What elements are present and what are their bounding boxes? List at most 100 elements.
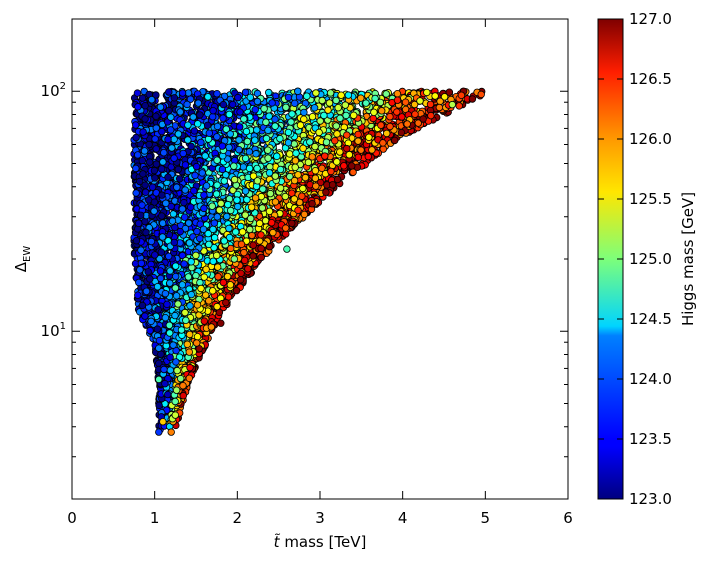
scatter-point xyxy=(265,112,273,120)
scatter-point xyxy=(336,114,344,122)
scatter-point xyxy=(327,167,335,176)
scatter-point xyxy=(333,158,341,166)
scatter-point xyxy=(241,88,250,96)
scatter-point xyxy=(271,115,279,123)
scatter-point xyxy=(340,162,348,170)
scatter-point xyxy=(382,90,390,98)
scatter-point xyxy=(150,198,159,206)
scatter-point xyxy=(393,89,402,98)
scatter-point xyxy=(264,126,272,134)
scatter-point xyxy=(179,392,187,400)
scatter-point xyxy=(213,122,222,131)
scatter-point xyxy=(252,150,260,158)
scatter-point xyxy=(357,146,365,154)
scatter-point xyxy=(300,210,309,219)
scatter-point xyxy=(377,121,385,129)
scatter-point xyxy=(304,158,313,167)
scatter-point xyxy=(141,188,150,196)
scatter-point xyxy=(288,110,296,118)
scatter-point xyxy=(232,286,241,295)
scatter-point xyxy=(261,216,270,225)
scatter-point xyxy=(225,233,234,242)
scatter-point xyxy=(256,237,264,245)
scatter-point xyxy=(215,206,224,214)
scatter-point xyxy=(165,106,173,115)
scatter-point xyxy=(334,103,342,112)
scatter-point xyxy=(217,199,225,208)
scatter-point xyxy=(369,114,377,123)
scatter-point xyxy=(251,136,259,144)
scatter-point xyxy=(133,89,142,97)
scatter-point xyxy=(141,217,149,226)
scatter-point xyxy=(141,101,149,110)
scatter-point xyxy=(200,191,208,199)
scatter-point xyxy=(137,246,145,254)
scatter-point xyxy=(393,108,401,116)
scatter-point xyxy=(308,112,317,121)
scatter-point xyxy=(190,187,198,195)
scatter-point xyxy=(171,223,179,232)
scatter-point xyxy=(135,278,143,287)
scatter-point xyxy=(197,138,205,147)
scatter-point xyxy=(222,125,230,133)
scatter-point xyxy=(354,137,362,145)
scatter-point xyxy=(376,98,385,107)
scatter-point xyxy=(336,148,344,156)
scatter-point xyxy=(137,259,146,267)
scatter-point xyxy=(273,152,281,160)
scatter-point xyxy=(455,102,463,110)
scatter-point xyxy=(241,211,249,219)
scatter-point xyxy=(193,120,202,128)
scatter-point xyxy=(230,175,239,184)
scatter-point xyxy=(210,243,218,252)
scatter-point xyxy=(185,219,193,227)
scatter-point xyxy=(166,366,174,374)
scatter-point xyxy=(345,150,353,159)
scatter-point xyxy=(391,136,399,145)
scatter-point xyxy=(287,118,295,126)
scatter-point xyxy=(171,411,179,419)
scatter-point xyxy=(239,163,247,171)
scatter-point xyxy=(276,165,285,174)
scatter-point xyxy=(138,94,147,102)
scatter-point xyxy=(419,115,427,123)
scatter-point xyxy=(291,99,299,107)
scatter-point xyxy=(318,96,326,105)
scatter-point xyxy=(202,265,210,273)
scatter-point xyxy=(166,267,174,275)
scatter-point xyxy=(386,122,394,131)
scatter-point xyxy=(138,201,146,209)
scatter-point xyxy=(193,333,202,341)
scatter-point xyxy=(249,172,258,180)
scatter-point xyxy=(196,278,204,287)
scatter-point xyxy=(138,156,146,165)
scatter-point xyxy=(303,92,311,100)
scatter-point xyxy=(337,91,345,99)
scatter-point xyxy=(186,302,194,310)
scatter-point xyxy=(333,175,342,184)
scatter-point xyxy=(146,326,154,335)
scatter-point xyxy=(398,113,406,121)
scatter-point xyxy=(318,164,326,172)
scatter-point xyxy=(258,204,266,212)
scatter-point xyxy=(152,112,160,120)
scatter-point xyxy=(440,93,449,101)
scatter-point xyxy=(173,183,181,191)
scatter-points xyxy=(130,87,486,436)
scatter-point xyxy=(414,119,422,127)
scatter-point xyxy=(271,122,279,130)
scatter-point xyxy=(284,93,293,102)
scatter-point xyxy=(180,213,189,221)
scatter-point xyxy=(431,92,439,100)
scatter-point xyxy=(244,265,252,273)
scatter-point xyxy=(265,88,273,97)
scatter-point xyxy=(152,124,160,132)
scatter-point xyxy=(249,252,257,260)
scatter-point xyxy=(257,253,265,262)
scatter-point xyxy=(259,185,267,193)
scatter-point xyxy=(169,210,178,218)
scatter-point xyxy=(218,165,227,174)
scatter-point xyxy=(299,184,307,193)
scatter-point xyxy=(135,177,144,186)
